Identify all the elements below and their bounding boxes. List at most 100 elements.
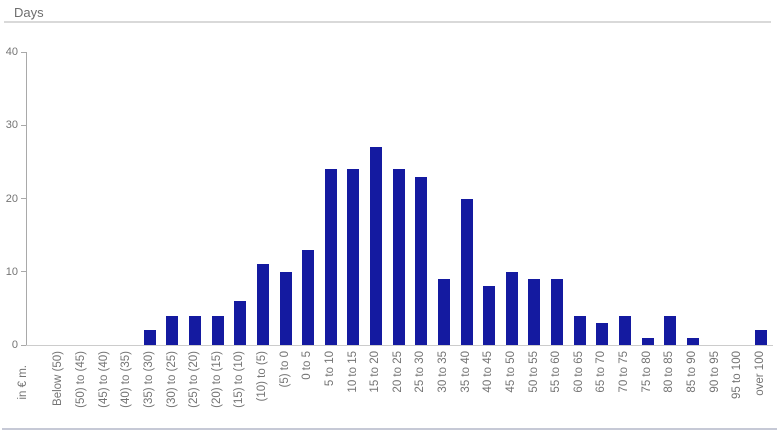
bar-slot xyxy=(523,279,546,345)
x-axis-label-slot: 20 to 25 xyxy=(387,351,410,431)
x-axis-label-slot: 60 to 65 xyxy=(568,351,591,431)
x-axis-label-slot: 75 to 80 xyxy=(636,351,659,431)
bar-slot xyxy=(229,301,252,345)
y-axis-tick xyxy=(21,198,26,199)
plot-area xyxy=(48,52,772,345)
y-axis-tick xyxy=(21,124,26,126)
x-axis-label-slot: 70 to 75 xyxy=(614,351,637,431)
bar xyxy=(189,315,202,345)
bar xyxy=(211,315,224,345)
x-axis-tick-label: 10 to 15 xyxy=(346,351,359,393)
x-axis-label-slot: (15) to (10) xyxy=(229,351,252,431)
x-axis-label-slot: 10 to 15 xyxy=(342,351,365,431)
x-axis-tick-label: (50) to (45) xyxy=(75,351,88,408)
x-axis-label-slot: 65 to 70 xyxy=(591,351,614,431)
x-axis-tick-label: 45 to 50 xyxy=(504,351,517,393)
bar-slot xyxy=(410,176,433,345)
x-axis-label-slot: 80 to 85 xyxy=(659,351,682,431)
x-axis-label-slot: 40 to 45 xyxy=(478,351,501,431)
bar xyxy=(528,279,541,345)
x-axis-label-slot: 45 to 50 xyxy=(501,351,524,431)
bar xyxy=(686,337,699,345)
bar-slot xyxy=(546,279,569,345)
bar xyxy=(754,330,767,345)
x-axis-label-slot: (20) to (15) xyxy=(206,351,229,431)
x-axis-tick-label: (45) to (40) xyxy=(97,351,110,408)
y-axis-tick xyxy=(21,271,26,273)
x-axis-tick-label: 0 to 5 xyxy=(301,351,314,380)
bar-slot xyxy=(161,315,184,345)
x-axis-tick-label: 80 to 85 xyxy=(663,351,676,393)
x-axis-label-slot: 90 to 95 xyxy=(704,351,727,431)
x-axis-label-slot: (50) to (45) xyxy=(71,351,94,431)
bar-slot xyxy=(659,315,682,345)
x-axis-tick-label: 25 to 30 xyxy=(414,351,427,393)
bar-slot xyxy=(184,315,207,345)
x-axis-tick-label: (30) to (25) xyxy=(165,351,178,408)
bar-slot xyxy=(252,264,275,345)
y-axis-tick-label: 20 xyxy=(5,192,18,205)
top-divider xyxy=(4,21,771,23)
x-axis-tick-label: 5 to 10 xyxy=(323,351,336,387)
y-axis-tick-label: 0 xyxy=(11,339,18,351)
x-axis-labels: Below (50) (50) to (45) (45) to (40) (40) t… xyxy=(48,351,772,431)
bar xyxy=(370,147,383,345)
x-axis-tick-label: (15) to (10) xyxy=(233,351,246,408)
bar-slot xyxy=(682,337,705,345)
bar-slot xyxy=(387,169,410,345)
x-axis-tick-label: (5) to 0 xyxy=(278,351,291,388)
x-axis-label-slot: (45) to (40) xyxy=(93,351,116,431)
x-axis-tick-label: 55 to 60 xyxy=(550,351,563,393)
bar xyxy=(573,315,586,345)
bar-slot xyxy=(636,337,659,345)
y-axis-title: Days xyxy=(14,5,44,20)
x-axis-label-slot: over 100 xyxy=(749,351,772,431)
bar xyxy=(483,286,496,345)
x-axis-tick-label: (35) to (30) xyxy=(142,351,155,408)
bar-slot xyxy=(433,279,456,345)
x-axis-label-slot: (10) to (5) xyxy=(252,351,275,431)
x-axis-tick-label: 40 to 45 xyxy=(482,351,495,393)
bar xyxy=(460,198,473,345)
x-axis-label-slot: Below (50) xyxy=(48,351,71,431)
x-axis-tick-label: 85 to 90 xyxy=(685,351,698,393)
y-axis-tick-label: 40 xyxy=(5,46,18,58)
x-axis-tick-label: 35 to 40 xyxy=(459,351,472,393)
x-axis-tick-label: (40) to (35) xyxy=(120,351,133,408)
y-axis: 0 10 20 30 40 xyxy=(0,46,26,351)
x-axis-label-slot: 50 to 55 xyxy=(523,351,546,431)
bar-slot xyxy=(568,315,591,345)
x-axis-label-slot: 25 to 30 xyxy=(410,351,433,431)
y-axis-line xyxy=(26,52,27,345)
x-axis-tick-label: 20 to 25 xyxy=(391,351,404,393)
bar xyxy=(324,169,337,345)
x-axis-label-slot: 15 to 20 xyxy=(365,351,388,431)
y-axis-tick-label: 10 xyxy=(5,265,18,278)
bar-slot xyxy=(206,315,229,345)
x-axis-label-slot: 5 to 10 xyxy=(320,351,343,431)
x-axis-tick-label: (10) to (5) xyxy=(256,351,269,402)
x-axis-tick-label: 50 to 55 xyxy=(527,351,540,393)
x-axis-label-slot: (5) to 0 xyxy=(274,351,297,431)
bar-slot xyxy=(139,330,162,345)
bar xyxy=(505,271,518,345)
bar-slot xyxy=(614,315,637,345)
x-axis-label-slot: (25) to (20) xyxy=(184,351,207,431)
x-axis-tick-label: 60 to 65 xyxy=(572,351,585,393)
x-axis-tick-label: over 100 xyxy=(753,351,766,396)
x-axis-label-slot: 30 to 35 xyxy=(433,351,456,431)
x-axis-label-slot: 55 to 60 xyxy=(546,351,569,431)
x-axis-tick-label: 15 to 20 xyxy=(369,351,382,393)
x-axis-label-slot: 0 to 5 xyxy=(297,351,320,431)
x-axis-label-slot: (35) to (30) xyxy=(139,351,162,431)
bar xyxy=(618,315,631,345)
bar xyxy=(664,315,677,345)
bar-slot xyxy=(320,169,343,345)
bar xyxy=(279,271,292,345)
bar xyxy=(347,169,360,345)
x-axis-unit-label: in € m. xyxy=(11,365,37,429)
bar-slot xyxy=(501,271,524,345)
bar xyxy=(596,323,609,345)
bar xyxy=(415,176,428,345)
